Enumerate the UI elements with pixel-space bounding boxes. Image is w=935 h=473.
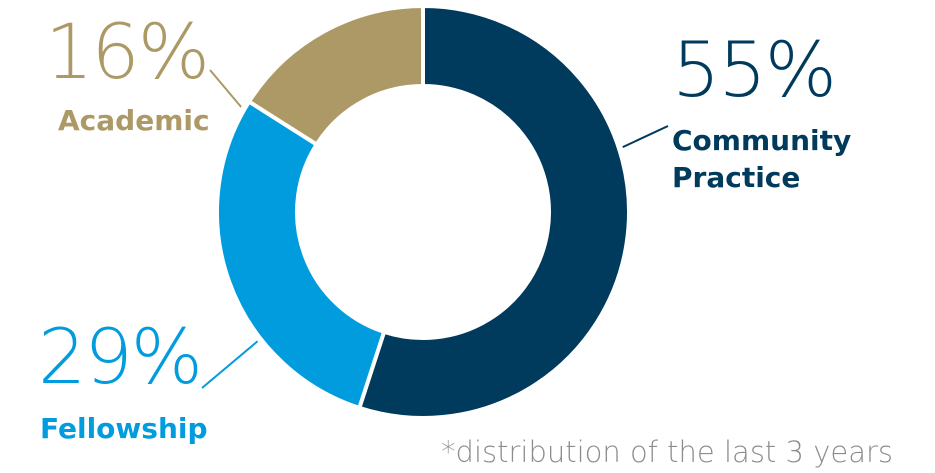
category-label-community-practice-line2: Practice — [672, 161, 800, 194]
donut-slices — [215, 3, 631, 420]
slice-community-practice — [356, 3, 631, 420]
category-label-community-practice-line1: Community — [672, 124, 851, 157]
leader-lines — [201, 69, 669, 389]
category-label-academic: Academic — [58, 104, 210, 137]
leader-line-academic — [209, 69, 242, 108]
leader-line-fellowship — [201, 340, 259, 389]
slice-academic — [246, 3, 425, 148]
slice-fellowship — [215, 98, 387, 411]
footnote: *distribution of the last 3 years — [441, 435, 893, 469]
value-label-academic: 16% — [45, 7, 208, 96]
leader-line-community-practice — [622, 125, 669, 149]
value-label-fellowship: 29% — [38, 312, 201, 401]
value-label-community-practice: 55% — [672, 25, 835, 114]
category-label-fellowship: Fellowship — [40, 412, 208, 445]
